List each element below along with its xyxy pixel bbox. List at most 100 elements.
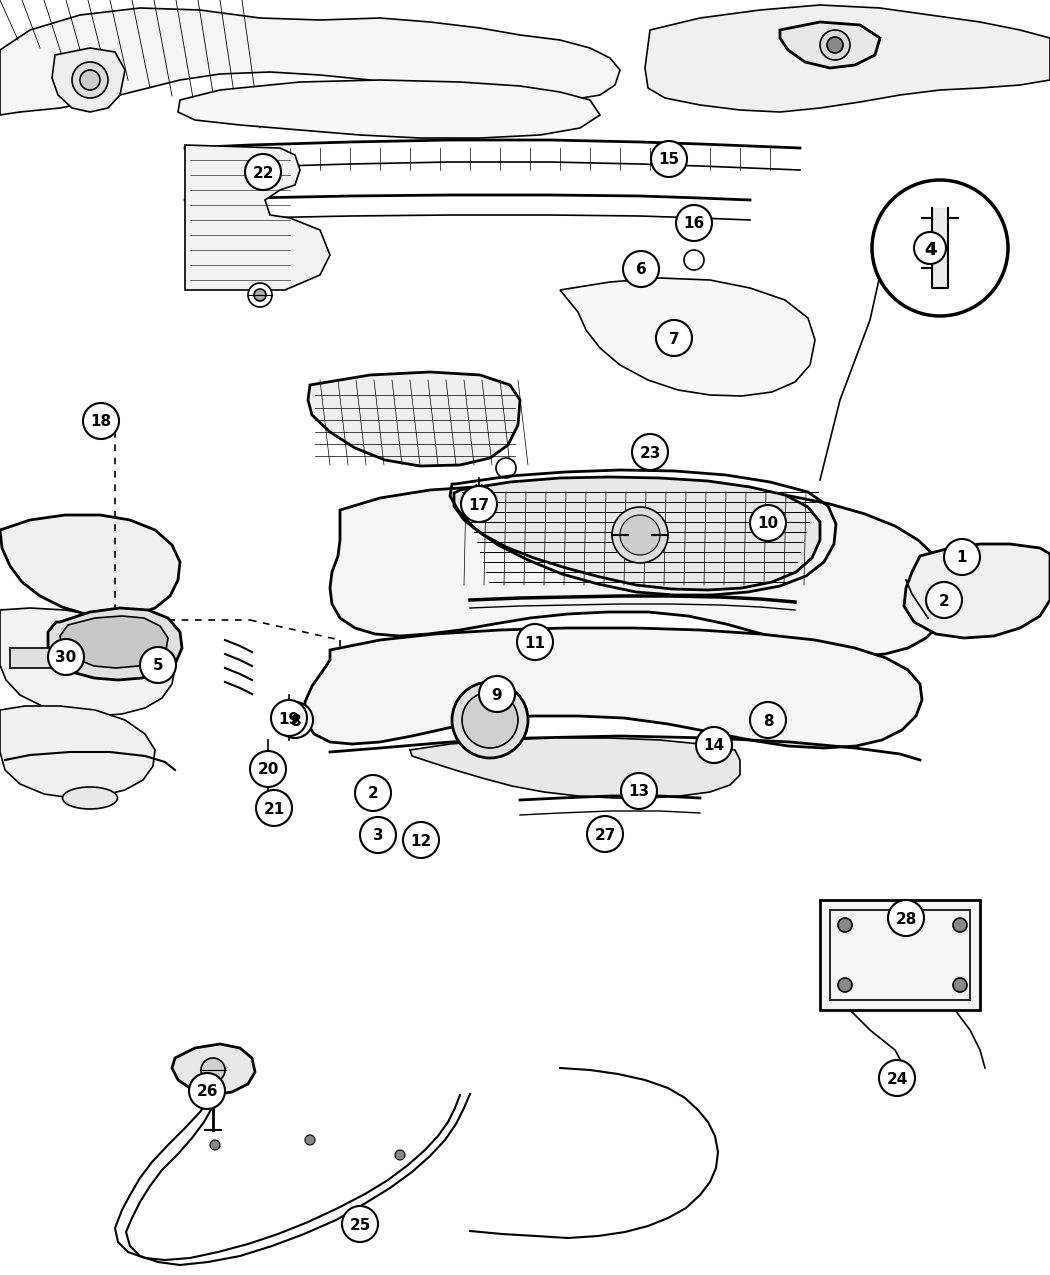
Polygon shape bbox=[48, 608, 182, 680]
Polygon shape bbox=[52, 48, 125, 112]
Bar bbox=[830, 910, 970, 1000]
Text: 8: 8 bbox=[290, 714, 300, 728]
Circle shape bbox=[496, 458, 516, 478]
Text: 13: 13 bbox=[629, 784, 650, 799]
Circle shape bbox=[632, 434, 668, 470]
Polygon shape bbox=[60, 616, 168, 668]
Circle shape bbox=[256, 790, 292, 826]
Text: 5: 5 bbox=[152, 658, 164, 673]
Text: 17: 17 bbox=[468, 497, 489, 513]
Circle shape bbox=[953, 918, 967, 932]
Circle shape bbox=[189, 1074, 225, 1109]
Text: 24: 24 bbox=[886, 1071, 907, 1086]
Circle shape bbox=[651, 142, 687, 177]
Circle shape bbox=[612, 507, 668, 564]
Circle shape bbox=[360, 817, 396, 853]
Text: 11: 11 bbox=[525, 635, 546, 650]
Circle shape bbox=[271, 700, 307, 736]
Text: 6: 6 bbox=[635, 263, 647, 278]
Polygon shape bbox=[304, 629, 922, 748]
Circle shape bbox=[587, 816, 623, 852]
Circle shape bbox=[750, 505, 786, 541]
Circle shape bbox=[277, 703, 313, 738]
Circle shape bbox=[279, 708, 299, 728]
Circle shape bbox=[926, 581, 962, 618]
Circle shape bbox=[342, 1206, 378, 1242]
Circle shape bbox=[462, 692, 518, 748]
Text: 1: 1 bbox=[957, 551, 967, 566]
Text: 26: 26 bbox=[196, 1085, 217, 1099]
Text: 25: 25 bbox=[350, 1218, 371, 1233]
Circle shape bbox=[254, 289, 266, 301]
Circle shape bbox=[91, 411, 111, 431]
Text: 20: 20 bbox=[257, 762, 278, 778]
Polygon shape bbox=[410, 738, 740, 798]
Polygon shape bbox=[0, 515, 180, 617]
Text: 21: 21 bbox=[264, 802, 285, 816]
Text: 4: 4 bbox=[924, 241, 937, 259]
Polygon shape bbox=[185, 145, 330, 289]
Text: 23: 23 bbox=[639, 445, 660, 460]
Circle shape bbox=[248, 283, 272, 307]
Circle shape bbox=[684, 250, 704, 270]
Text: 27: 27 bbox=[594, 827, 615, 843]
Polygon shape bbox=[904, 544, 1050, 638]
Polygon shape bbox=[178, 80, 600, 138]
Circle shape bbox=[140, 646, 176, 683]
Text: 16: 16 bbox=[684, 217, 705, 232]
Text: 2: 2 bbox=[939, 593, 949, 608]
Circle shape bbox=[304, 1135, 315, 1145]
Circle shape bbox=[750, 703, 786, 738]
Circle shape bbox=[827, 37, 843, 54]
Circle shape bbox=[664, 328, 684, 348]
Circle shape bbox=[395, 1150, 405, 1160]
Polygon shape bbox=[172, 1044, 255, 1095]
Circle shape bbox=[461, 486, 497, 521]
Text: 3: 3 bbox=[373, 829, 383, 844]
Text: 7: 7 bbox=[669, 332, 679, 347]
Circle shape bbox=[355, 775, 391, 811]
Text: 14: 14 bbox=[704, 738, 724, 754]
Text: 9: 9 bbox=[491, 687, 502, 703]
Circle shape bbox=[914, 232, 946, 264]
Polygon shape bbox=[330, 484, 950, 657]
Text: 10: 10 bbox=[757, 516, 778, 532]
Circle shape bbox=[403, 822, 439, 858]
Circle shape bbox=[879, 1060, 915, 1096]
Polygon shape bbox=[0, 608, 175, 717]
Text: 2: 2 bbox=[368, 787, 378, 802]
Text: 15: 15 bbox=[658, 153, 679, 167]
Circle shape bbox=[820, 31, 851, 60]
Circle shape bbox=[620, 515, 660, 555]
Bar bbox=[820, 900, 980, 1010]
Text: 30: 30 bbox=[56, 650, 77, 666]
Polygon shape bbox=[308, 372, 520, 465]
Text: 8: 8 bbox=[762, 714, 773, 728]
Polygon shape bbox=[454, 477, 820, 590]
Circle shape bbox=[479, 676, 514, 711]
Circle shape bbox=[452, 682, 528, 759]
Circle shape bbox=[953, 978, 967, 992]
Polygon shape bbox=[780, 22, 880, 68]
Text: 4: 4 bbox=[924, 241, 937, 259]
Polygon shape bbox=[0, 8, 620, 115]
Text: 12: 12 bbox=[411, 834, 432, 848]
Circle shape bbox=[245, 154, 281, 190]
Circle shape bbox=[621, 773, 657, 810]
Bar bbox=[10, 648, 58, 668]
Circle shape bbox=[696, 727, 732, 762]
Polygon shape bbox=[645, 5, 1050, 112]
Polygon shape bbox=[0, 706, 155, 798]
Text: 28: 28 bbox=[896, 912, 917, 927]
Ellipse shape bbox=[63, 787, 118, 810]
Circle shape bbox=[656, 320, 692, 356]
Circle shape bbox=[72, 62, 108, 98]
Polygon shape bbox=[560, 278, 815, 397]
Circle shape bbox=[210, 1140, 220, 1150]
Circle shape bbox=[838, 978, 852, 992]
Circle shape bbox=[258, 759, 278, 779]
Circle shape bbox=[48, 639, 84, 674]
Circle shape bbox=[201, 1058, 225, 1082]
Circle shape bbox=[872, 180, 1008, 316]
Circle shape bbox=[888, 900, 924, 936]
